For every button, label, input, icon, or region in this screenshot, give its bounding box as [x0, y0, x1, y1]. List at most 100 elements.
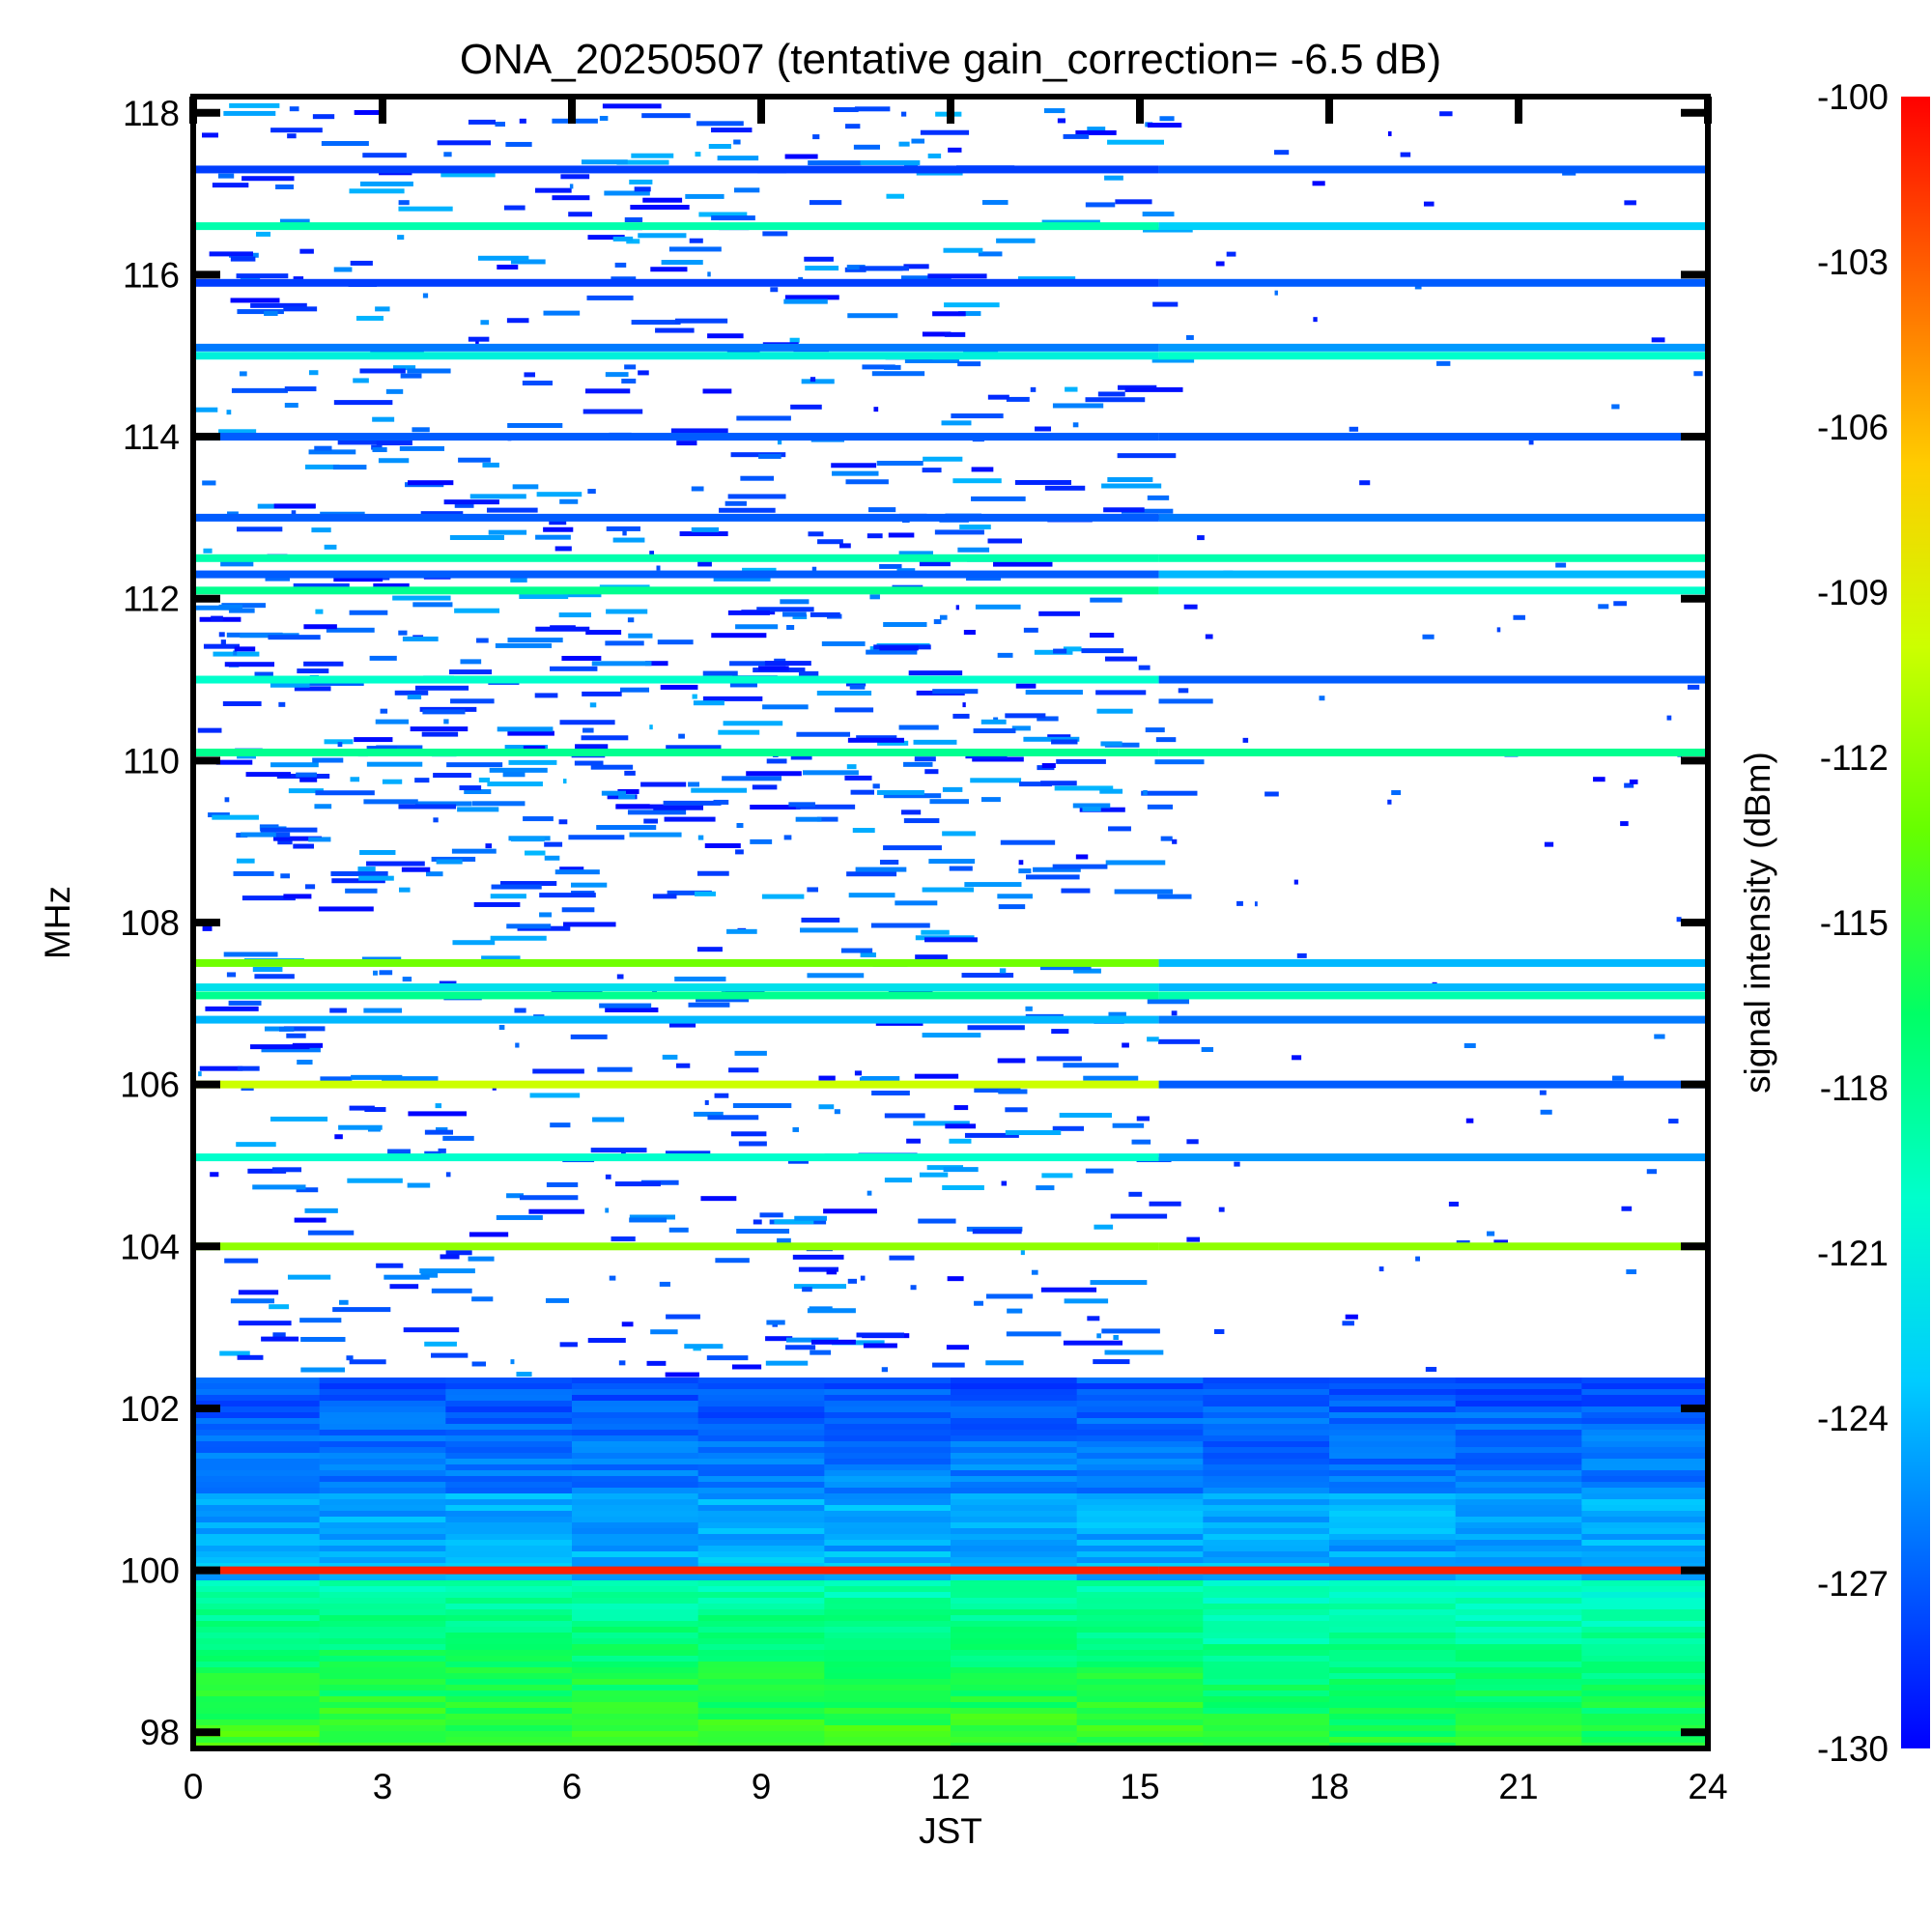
colorbar-tick-label: -100	[1817, 77, 1889, 117]
clutter-segment	[783, 298, 828, 304]
noise-cell	[1076, 1650, 1205, 1657]
clutter-segment	[867, 1190, 872, 1196]
noise-cell	[572, 1511, 699, 1518]
clutter-segment	[523, 745, 546, 751]
clutter-segment	[943, 247, 983, 253]
clutter-segment	[903, 818, 940, 824]
clutter-segment	[766, 1320, 785, 1325]
noise-cell	[697, 1511, 826, 1518]
clutter-segment	[561, 907, 595, 913]
noise-cell	[319, 1563, 447, 1570]
noise-cell	[193, 1378, 321, 1384]
clutter-segment	[1624, 782, 1634, 788]
clutter-segment	[1025, 690, 1083, 696]
noise-cell	[1455, 1459, 1583, 1465]
noise-cell	[951, 1522, 1078, 1529]
clutter-segment	[879, 860, 899, 866]
clutter-segment	[1213, 1329, 1225, 1335]
clutter-segment	[872, 783, 880, 789]
noise-cell	[1329, 1435, 1457, 1442]
clutter-segment	[944, 331, 966, 337]
clutter-segment	[425, 871, 443, 877]
noise-cell	[1329, 1737, 1457, 1744]
clutter-segment	[818, 1104, 835, 1110]
noise-cell	[445, 1731, 573, 1738]
clutter-segment	[1138, 665, 1151, 670]
noise-cell	[1203, 1731, 1330, 1738]
clutter-segment	[1023, 627, 1038, 633]
noise-cell	[1329, 1441, 1457, 1448]
clutter-segment	[883, 845, 942, 851]
clutter-segment	[274, 832, 291, 838]
noise-cell	[572, 1493, 699, 1500]
noise-cell	[1203, 1737, 1330, 1744]
x-tick-label: 21	[1498, 1767, 1538, 1806]
clutter-segment	[202, 480, 216, 486]
clutter-segment	[609, 1275, 616, 1281]
noise-cell	[1455, 1650, 1583, 1657]
noise-cell	[1329, 1719, 1457, 1726]
noise-cell	[319, 1389, 447, 1396]
noise-cell	[1329, 1650, 1457, 1657]
clutter-segment	[469, 494, 526, 499]
clutter-segment	[485, 843, 493, 849]
clutter-segment	[688, 781, 700, 787]
clutter-segment	[949, 866, 973, 871]
clutter-segment	[629, 1214, 675, 1220]
clutter-segment	[1075, 854, 1089, 860]
clutter-segment	[585, 630, 622, 636]
noise-cell	[1329, 1453, 1457, 1460]
clutter-segment	[1112, 1122, 1145, 1128]
clutter-segment	[704, 842, 741, 848]
clutter-segment	[250, 1044, 310, 1050]
noise-cell	[193, 1459, 321, 1465]
clutter-segment	[981, 200, 1009, 206]
clutter-segment	[261, 1047, 321, 1053]
noise-cell	[824, 1586, 952, 1593]
clutter-segment	[194, 407, 218, 412]
clutter-segment	[998, 1089, 1028, 1094]
noise-cell	[319, 1656, 447, 1662]
noise-cell	[1076, 1731, 1205, 1738]
noise-cell	[1455, 1633, 1583, 1639]
clutter-segment	[881, 1367, 889, 1373]
noise-cell	[572, 1673, 699, 1680]
noise-cell	[193, 1430, 321, 1436]
clutter-segment	[233, 870, 274, 876]
noise-cell	[319, 1644, 447, 1651]
clutter-segment	[662, 1054, 678, 1060]
noise-cell	[193, 1453, 321, 1460]
noise-cell	[193, 1511, 321, 1518]
noise-cell	[193, 1522, 321, 1529]
noise-cell	[1455, 1418, 1583, 1425]
clutter-segment	[506, 923, 552, 929]
clutter-segment	[549, 520, 567, 526]
clutter-segment	[568, 835, 625, 840]
clutter-segment	[364, 1107, 386, 1113]
clutter-segment	[1073, 968, 1101, 974]
clutter-segment	[303, 624, 337, 630]
clutter-segment	[611, 1236, 636, 1241]
clutter-segment	[624, 217, 643, 223]
clutter-segment	[652, 894, 677, 899]
noise-cell	[445, 1685, 573, 1691]
clutter-segment	[1037, 716, 1059, 722]
clutter-segment	[519, 594, 569, 600]
station-band-day	[193, 1080, 1159, 1089]
noise-cell	[445, 1499, 573, 1506]
clutter-segment	[957, 547, 990, 553]
clutter-segment	[1171, 1010, 1178, 1016]
station-band-day	[193, 352, 1159, 360]
clutter-segment	[515, 1042, 520, 1048]
clutter-segment	[627, 810, 687, 815]
noise-cell	[572, 1696, 699, 1703]
clutter-segment	[847, 1278, 858, 1284]
clutter-segment	[714, 1093, 729, 1098]
noise-cell	[572, 1685, 699, 1691]
clutter-segment	[807, 1308, 856, 1314]
colorbar-tick-label: -109	[1817, 573, 1889, 612]
noise-cell	[1455, 1731, 1583, 1738]
clutter-segment	[1081, 648, 1124, 654]
clutter-segment	[1041, 219, 1100, 225]
noise-cell	[1581, 1435, 1708, 1442]
